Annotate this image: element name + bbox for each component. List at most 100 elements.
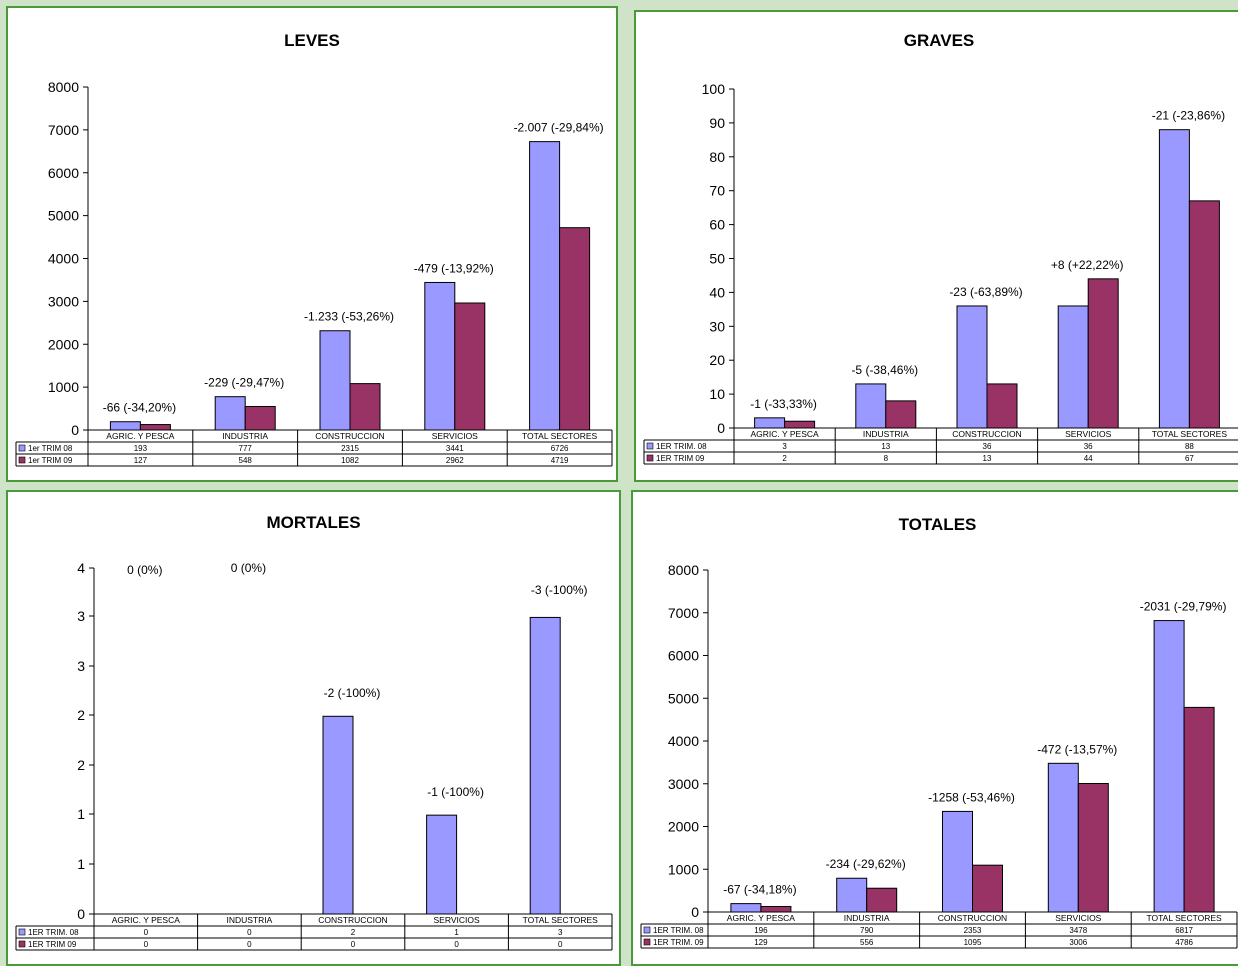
- table-cell: 8: [884, 454, 889, 463]
- y-tick-label: 80: [709, 149, 725, 165]
- y-tick-label: 3000: [48, 293, 79, 309]
- legend-swatch: [18, 928, 26, 936]
- bar-series-1: [1047, 762, 1079, 913]
- chart-svg: 0 1000 2000 3000 4000 5000 6000 7000 8000 -66 (-3…: [15, 79, 613, 467]
- bar-series-1: [214, 396, 246, 431]
- category-label: AGRIC. Y PESCA: [106, 431, 175, 441]
- table-cell: 44: [1084, 454, 1093, 463]
- category-label: SERVICIOS: [1055, 913, 1101, 923]
- y-tick-label: 7000: [48, 122, 79, 138]
- table-cell: 0: [144, 940, 149, 949]
- bar-series-1: [942, 810, 973, 913]
- legend-label: 1er TRIM 08: [28, 444, 73, 453]
- chart-svg: 0 1000 2000 3000 4000 5000 6000 7000 8000 -67 (-3…: [640, 562, 1238, 949]
- table-cell: 2962: [446, 456, 464, 465]
- y-tick-label: 1: [77, 856, 85, 872]
- data-label: -229 (-29,47%): [204, 376, 284, 390]
- legend-label: 1er TRIM 09: [28, 456, 73, 465]
- table-cell: 129: [754, 938, 768, 947]
- y-tick-label: 1: [77, 806, 85, 822]
- category-label: AGRIC. Y PESCA: [112, 915, 181, 925]
- table-cell: 556: [860, 938, 874, 947]
- category-label: CONSTRUCCION: [315, 431, 384, 441]
- table-cell: 6726: [551, 444, 569, 453]
- bar-series-1: [322, 715, 354, 915]
- legend-swatch: [18, 940, 26, 948]
- bar-series-1: [855, 383, 887, 429]
- legend-swatch: [646, 454, 654, 462]
- chart-title: LEVES: [284, 31, 340, 50]
- y-tick-label: 2: [77, 757, 85, 773]
- y-tick-label: 1000: [668, 861, 699, 877]
- y-tick-label: 100: [702, 81, 726, 97]
- bar-series-1: [109, 421, 141, 431]
- data-label: -23 (-63,89%): [949, 285, 1022, 299]
- bar-series-1: [754, 417, 786, 429]
- data-label: 0 (0%): [231, 561, 266, 575]
- table-cell: 3: [782, 442, 787, 451]
- table-cell: 88: [1185, 442, 1194, 451]
- y-tick-label: 2000: [48, 336, 79, 352]
- bar-series-2: [1183, 706, 1215, 913]
- bar-series-2: [885, 400, 917, 429]
- table-cell: 3006: [1069, 938, 1087, 947]
- bar-series-2: [1188, 200, 1220, 429]
- category-label: CONSTRUCCION: [318, 915, 387, 925]
- table-cell: 3478: [1069, 926, 1087, 935]
- table-cell: 0: [454, 940, 459, 949]
- data-label: -1.233 (-53,26%): [304, 310, 394, 324]
- table-cell: 1082: [341, 456, 359, 465]
- legend-label: 1ER TRIM. 08: [28, 928, 79, 937]
- category-label: INDUSTRIA: [222, 431, 268, 441]
- y-tick-label: 4000: [48, 251, 79, 267]
- table-cell: 790: [860, 926, 874, 935]
- bar-series-2: [1077, 782, 1109, 913]
- y-tick-label: 90: [709, 115, 725, 131]
- table-cell: 6817: [1175, 926, 1193, 935]
- legend-swatch: [18, 456, 26, 464]
- y-tick-label: 20: [709, 352, 725, 368]
- category-label: SERVICIOS: [1065, 429, 1111, 439]
- y-tick-label: 8000: [48, 79, 79, 95]
- table-cell: 1095: [964, 938, 982, 947]
- table-cell: 4719: [551, 456, 569, 465]
- legend-swatch: [643, 938, 651, 946]
- bar-series-2: [866, 887, 898, 913]
- data-label: 0 (0%): [127, 563, 162, 577]
- bar-series-2: [559, 227, 591, 431]
- bar-series-1: [730, 903, 762, 913]
- category-label: AGRIC. Y PESCA: [727, 913, 796, 923]
- y-tick-label: 0: [71, 422, 79, 438]
- category-label: INDUSTRIA: [863, 429, 909, 439]
- y-tick-label: 6000: [668, 648, 699, 664]
- y-tick-label: 3: [77, 658, 85, 674]
- y-tick-label: 7000: [668, 605, 699, 621]
- data-label: -234 (-29,62%): [826, 857, 906, 871]
- data-label: -1 (-33,33%): [750, 397, 817, 411]
- legend-label: 1ER TRIM 09: [656, 454, 705, 463]
- bar-series-1: [956, 305, 988, 429]
- legend-label: 1ER TRIM. 08: [656, 442, 707, 451]
- y-tick-label: 50: [709, 251, 725, 267]
- y-tick-label: 0: [691, 904, 699, 920]
- data-label: -2031 (-29,79%): [1140, 600, 1227, 614]
- y-tick-label: 4: [77, 560, 85, 576]
- bar-series-1: [1153, 620, 1185, 913]
- table-cell: 4786: [1175, 938, 1193, 947]
- table-cell: 2: [782, 454, 787, 463]
- table-cell: 0: [247, 928, 252, 937]
- data-label: -2.007 (-29,84%): [514, 121, 604, 135]
- y-tick-label: 3000: [668, 776, 699, 792]
- chart-panel-mortales: MORTALES 0 1 1 2 2 3 3 4 0 (0%) 0 (0%) -2 (-100%) -…: [6, 490, 621, 966]
- legend-label: 1ER TRIM. 09: [653, 938, 704, 947]
- table-cell: 3441: [446, 444, 464, 453]
- data-label: -3 (-100%): [531, 583, 588, 597]
- table-cell: 0: [247, 940, 252, 949]
- y-tick-label: 4000: [668, 733, 699, 749]
- table-cell: 0: [144, 928, 149, 937]
- bar-series-2: [760, 905, 792, 913]
- chart-panel-leves: LEVES 0 1000 2000 3000 4000 5000 6000 7000 8000 -…: [6, 6, 618, 482]
- table-cell: 13: [881, 442, 890, 451]
- data-label: -21 (-23,86%): [1152, 109, 1225, 123]
- bar-series-1: [319, 330, 351, 431]
